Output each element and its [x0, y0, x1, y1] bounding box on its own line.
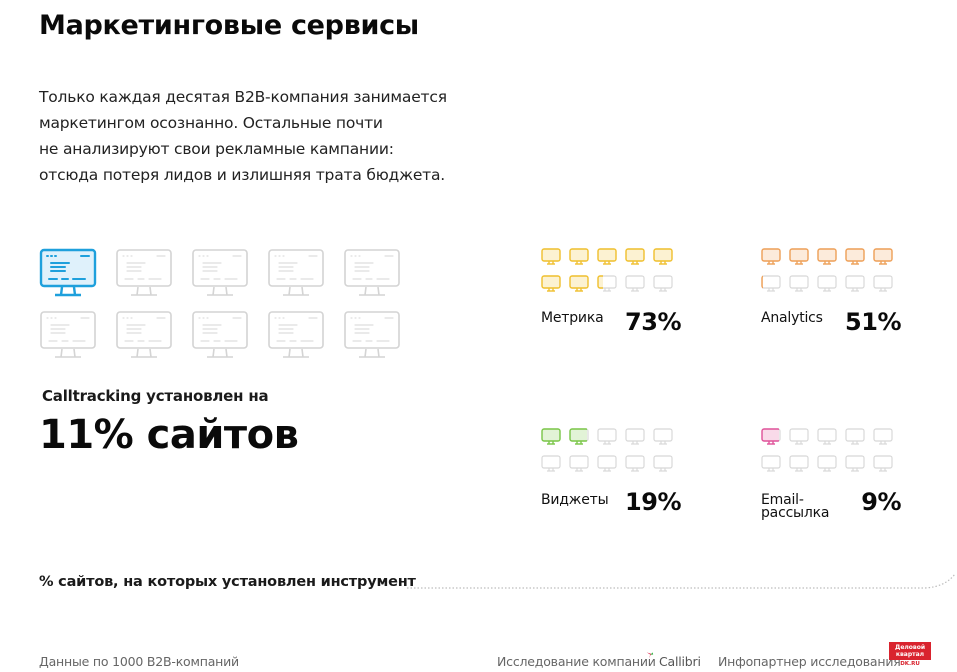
- mini-monitor-icon-filled: [653, 248, 673, 265]
- intro-text: Только каждая десятая B2B-компания заним…: [39, 84, 479, 188]
- callibri-bird-icon: [646, 652, 654, 659]
- mini-monitor-icon: [817, 275, 837, 292]
- metrika-pictogram: [541, 248, 701, 292]
- mini-monitor-icon: [653, 428, 673, 445]
- monitor-icon: [115, 248, 173, 298]
- mini-monitor-icon: [597, 455, 617, 472]
- dk-logo-url: DK.RU: [900, 661, 920, 667]
- intro-line: отсюда потеря лидов и излишняя трата бюд…: [39, 166, 446, 184]
- mini-monitor-icon-filled: [789, 248, 809, 265]
- tool-name: Метрика: [541, 310, 604, 326]
- mini-monitor-icon-filled: [761, 275, 781, 292]
- data-source-note: Данные по 1000 B2B-компаний: [39, 654, 239, 669]
- mini-monitor-icon-filled: [625, 248, 645, 265]
- dk-logo-line: квартал: [895, 651, 925, 658]
- mini-monitor-icon-filled: [845, 248, 865, 265]
- tool-value: 73%: [625, 308, 681, 336]
- tool-name: Analytics: [761, 310, 823, 326]
- tool-name: Email- рассылка: [761, 492, 830, 521]
- mini-monitor-icon: [789, 428, 809, 445]
- mini-monitor-icon-filled: [541, 248, 561, 265]
- tool-value: 51%: [845, 308, 901, 336]
- mini-monitor-icon: [653, 275, 673, 292]
- mini-monitor-icon: [873, 275, 893, 292]
- monitor-icon: [267, 248, 325, 298]
- tool-metrika: Метрика 73%: [541, 248, 701, 336]
- mini-monitor-icon: [845, 275, 865, 292]
- mini-monitor-icon: [845, 455, 865, 472]
- mini-monitor-icon-filled: [817, 248, 837, 265]
- monitor-icon: [191, 310, 249, 360]
- tool-widgets: Виджеты 19%: [541, 428, 701, 516]
- mini-monitor-icon: [761, 455, 781, 472]
- calltracking-pictogram: [39, 248, 401, 360]
- monitor-icon: [267, 310, 325, 360]
- mini-monitor-icon: [873, 428, 893, 445]
- research-by-label: Исследование компании: [497, 654, 656, 669]
- tool-analytics: Analytics 51%: [761, 248, 921, 336]
- legend-caption: % сайтов, на которых установлен инструме…: [39, 574, 416, 590]
- mini-monitor-icon: [625, 428, 645, 445]
- monitor-icon-highlighted: [39, 248, 97, 298]
- tool-email: Email- рассылка 9%: [761, 428, 921, 520]
- mini-monitor-icon: [569, 455, 589, 472]
- monitor-icon: [343, 310, 401, 360]
- mini-monitor-icon-filled: [761, 248, 781, 265]
- dk-logo-line: Деловой: [894, 644, 926, 651]
- partner-label: Инфопартнер исследования: [718, 654, 901, 669]
- analytics-pictogram: [761, 248, 921, 292]
- mini-monitor-icon: [597, 428, 617, 445]
- calltracking-label: Calltracking установлен на: [42, 387, 269, 405]
- mini-monitor-icon: [789, 455, 809, 472]
- monitor-icon: [39, 310, 97, 360]
- mini-monitor-icon-filled: [761, 428, 781, 445]
- intro-line: маркетингом осознанно. Остальные почти: [39, 114, 383, 132]
- mini-monitor-icon-filled: [569, 275, 589, 292]
- mini-monitor-icon: [653, 455, 673, 472]
- mini-monitor-icon: [625, 275, 645, 292]
- mini-monitor-icon-filled: [541, 428, 561, 445]
- mini-monitor-icon: [873, 455, 893, 472]
- mini-monitor-icon: [845, 428, 865, 445]
- monitor-icon: [191, 248, 249, 298]
- dk-logo-box: Деловой квартал: [889, 642, 931, 660]
- mini-monitor-icon-filled: [597, 248, 617, 265]
- callibri-logo-text: Callibri: [659, 654, 701, 669]
- mini-monitor-icon: [817, 455, 837, 472]
- monitor-icon: [343, 248, 401, 298]
- mini-monitor-icon: [625, 455, 645, 472]
- tool-name: Виджеты: [541, 492, 609, 508]
- page-title: Маркетинговые сервисы: [39, 10, 419, 41]
- mini-monitor-icon-filled: [569, 428, 589, 445]
- dotted-leader-line: [407, 573, 956, 589]
- email-pictogram: [761, 428, 921, 472]
- mini-monitor-icon: [541, 455, 561, 472]
- tool-value: 9%: [861, 488, 901, 516]
- dk-logo: Деловой квартал DK.RU: [889, 642, 931, 670]
- mini-monitor-icon: [817, 428, 837, 445]
- intro-line: Только каждая десятая B2B-компания заним…: [39, 88, 447, 106]
- mini-monitor-icon-filled: [873, 248, 893, 265]
- tool-value: 19%: [625, 488, 681, 516]
- mini-monitor-icon-filled: [597, 275, 617, 292]
- mini-monitor-icon-filled: [541, 275, 561, 292]
- calltracking-value: 11% сайтов: [39, 412, 299, 458]
- widgets-pictogram: [541, 428, 701, 472]
- intro-line: не анализируют свои рекламные кампании:: [39, 140, 394, 158]
- tool-name-line: Email-: [761, 492, 804, 508]
- mini-monitor-icon-filled: [569, 248, 589, 265]
- monitor-icon: [115, 310, 173, 360]
- mini-monitor-icon: [789, 275, 809, 292]
- tool-name-line: рассылка: [761, 505, 830, 521]
